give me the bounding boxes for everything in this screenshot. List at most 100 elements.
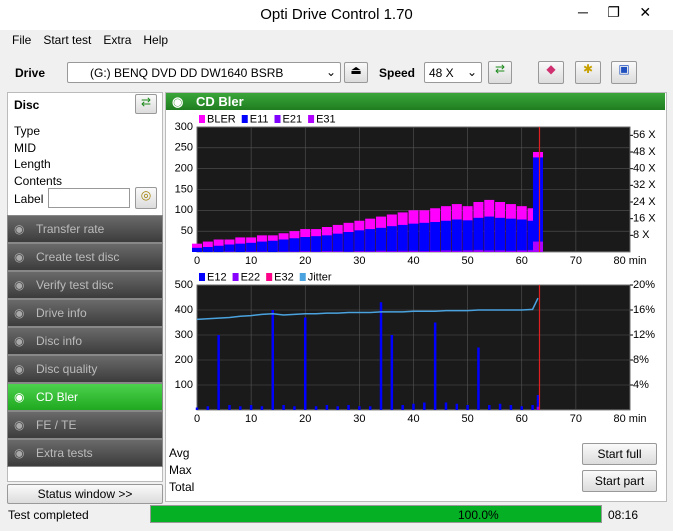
x-tick-label: 40 [407, 413, 419, 425]
disc-field-label: Contents [14, 173, 63, 188]
window-controls[interactable]: ─ ❐ ✕ [578, 4, 652, 20]
menu-item[interactable]: Help [143, 33, 169, 47]
legend-swatch [266, 273, 273, 281]
status-time: 08:16 [608, 508, 639, 522]
error-bar [325, 405, 329, 410]
error-bar [473, 251, 484, 252]
error-bar [390, 335, 394, 410]
nav-label: Transfer rate [36, 222, 105, 236]
y2-tick-label: 12% [633, 329, 655, 341]
stats-row-label: Total [169, 480, 195, 494]
nav-item[interactable]: ◉ FE / TE [7, 411, 163, 439]
legend-swatch [199, 115, 205, 123]
nav-item[interactable]: ◉ Drive info [7, 299, 163, 327]
window-title: Opti Drive Control 1.70 [260, 6, 413, 23]
eject-button[interactable]: ⏏ [344, 62, 368, 83]
x-tick-label: 50 [462, 255, 474, 267]
stats-row-label: Avg [169, 446, 190, 460]
settings-button[interactable]: ✱ [575, 61, 601, 84]
error-bar [192, 247, 202, 252]
nav-item[interactable]: ◉ CD Bler [7, 383, 163, 411]
nav-item[interactable]: ◉ Disc quality [7, 355, 163, 383]
nav-icon: ◉ [14, 446, 25, 460]
save-button[interactable]: ▣ [611, 61, 637, 84]
legend-swatch [232, 273, 239, 281]
error-bar [368, 406, 372, 410]
label-input[interactable] [48, 188, 130, 208]
nav-item[interactable]: ◉ Disc info [7, 327, 163, 355]
error-bar [228, 405, 231, 410]
error-bar [527, 251, 538, 252]
progress-bar [151, 506, 601, 522]
speed-label: Speed [379, 66, 416, 80]
error-bar [532, 241, 543, 252]
error-bar [408, 250, 419, 252]
legend-label: E22 [241, 271, 261, 283]
disc-refresh[interactable]: ⇄ [135, 94, 157, 114]
nav-label: Drive info [36, 306, 87, 320]
erase-button[interactable]: ◆ [538, 61, 564, 84]
error-bar [379, 302, 383, 410]
x-tick-label: 20 [299, 255, 311, 267]
error-bar [278, 239, 289, 252]
error-bar [462, 220, 473, 252]
nav-label: Extra tests [36, 446, 93, 460]
drive-select[interactable]: (G:) BENQ DVD DD DW1640 BSRB ⌄ [67, 62, 341, 83]
nav-icon: ◉ [14, 418, 25, 432]
error-bar [206, 406, 210, 410]
y2-tick-label: 16% [633, 304, 655, 316]
error-bar [473, 217, 484, 252]
menu-item[interactable]: Extra [103, 33, 132, 47]
error-bar [419, 222, 430, 252]
nav-item[interactable]: ◉ Extra tests [7, 439, 163, 467]
error-bar [267, 240, 278, 252]
nav-icon: ◉ [14, 278, 25, 292]
error-bar [314, 406, 318, 410]
error-bar [408, 223, 419, 252]
nav-icon: ◉ [14, 222, 25, 236]
y-tick-label: 200 [175, 354, 193, 366]
error-bar [397, 250, 408, 252]
error-bar [213, 245, 224, 252]
legend-label: E31 [316, 113, 336, 125]
legend-label: E12 [207, 271, 227, 283]
x-tick-label: 0 [194, 255, 200, 267]
error-bar [365, 251, 376, 252]
y2-tick-label: 32 X [633, 179, 656, 191]
disc-field-label: MID [14, 140, 36, 155]
menu-item[interactable]: File [12, 33, 32, 47]
error-bar [195, 407, 199, 410]
error-bar [484, 250, 495, 252]
nav-item[interactable]: ◉ Verify test disc [7, 271, 163, 299]
menu-item[interactable]: Start test [43, 33, 92, 47]
y-tick-label: 200 [175, 163, 193, 175]
y-tick-label: 500 [175, 279, 193, 291]
legend-swatch [299, 273, 306, 281]
error-bar [282, 405, 285, 410]
error-bar [224, 244, 235, 252]
error-bar [444, 402, 448, 410]
error-bar [217, 335, 220, 410]
label-button[interactable]: ◎ [135, 187, 157, 209]
error-bar [536, 395, 540, 410]
y2-tick-label: 24 X [633, 196, 656, 208]
start-full-button[interactable]: Start full [582, 443, 657, 465]
error-bar [516, 219, 527, 252]
y2-tick-label: 16 X [633, 213, 656, 225]
refresh-button[interactable]: ⇄ [488, 61, 512, 84]
error-bar [527, 249, 538, 252]
legend-label: E11 [250, 113, 269, 125]
legend-label: BLER [207, 113, 236, 125]
nav-item[interactable]: ◉ Create test disc [7, 243, 163, 271]
x-tick-label: 40 [407, 255, 419, 267]
error-bar [484, 216, 495, 252]
error-bar [293, 406, 296, 410]
start-part-button[interactable]: Start part [582, 470, 657, 492]
nav-label: Disc info [36, 334, 83, 348]
error-bar [527, 220, 538, 252]
error-bar [520, 406, 523, 410]
error-bar [466, 405, 469, 410]
nav-item[interactable]: ◉ Transfer rate [7, 215, 163, 243]
speed-select[interactable]: 48 X ⌄ [424, 62, 482, 83]
status-window-button[interactable]: Status window >> [7, 484, 163, 504]
